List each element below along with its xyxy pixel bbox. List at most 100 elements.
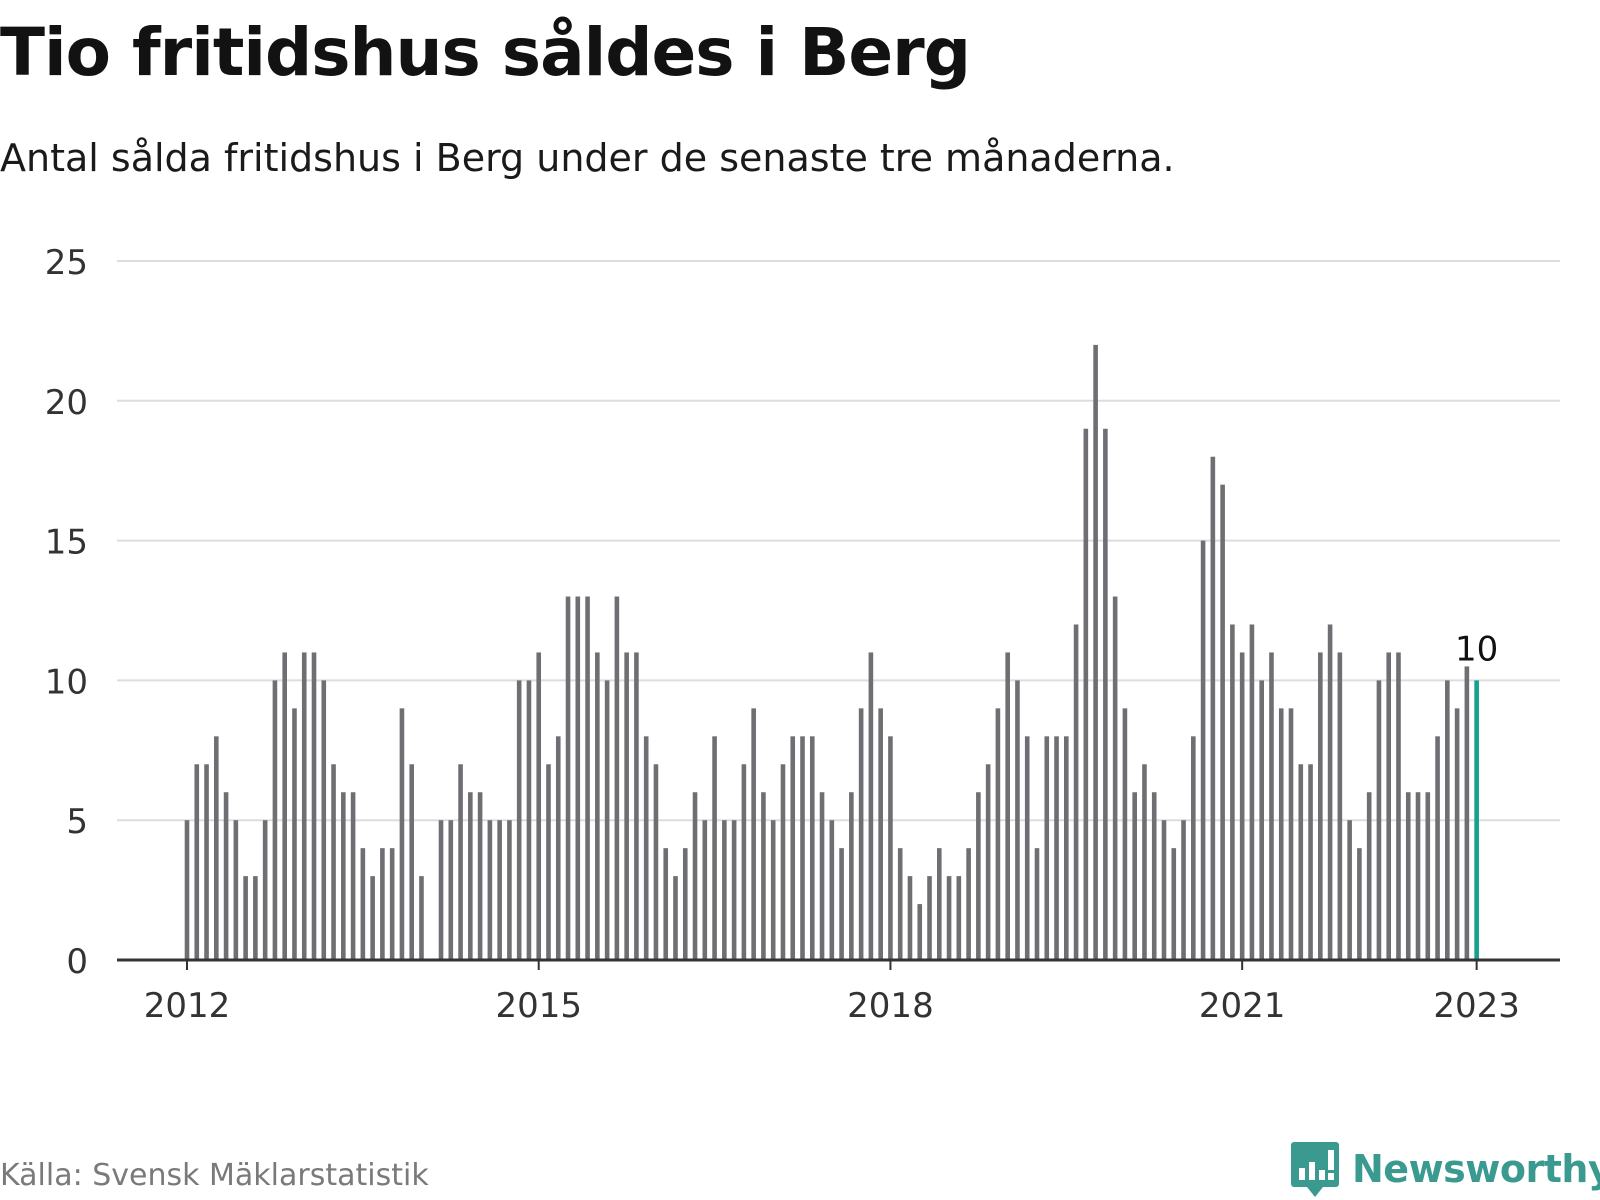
bar — [262, 820, 268, 960]
bar — [1064, 736, 1069, 960]
bar — [321, 680, 327, 960]
bar — [1239, 652, 1245, 960]
bar — [731, 820, 737, 960]
bar — [682, 848, 688, 960]
bar — [282, 652, 287, 960]
grid-lines — [117, 260, 1560, 822]
bar — [1405, 792, 1411, 960]
bar — [341, 792, 346, 960]
brand-name: Newsworthy — [1352, 1147, 1600, 1191]
bar — [1054, 736, 1059, 960]
bar — [585, 596, 590, 960]
bar — [1249, 624, 1255, 960]
bar — [526, 680, 532, 960]
bar — [272, 680, 278, 960]
bar — [624, 652, 629, 960]
bar — [1034, 848, 1040, 960]
bar — [800, 736, 805, 960]
bar — [1396, 652, 1401, 960]
bar — [829, 820, 835, 960]
bar — [575, 596, 581, 960]
bar — [555, 736, 561, 960]
bar — [1337, 652, 1343, 960]
bar — [1083, 428, 1089, 960]
y-tick-label: 20 — [45, 383, 88, 423]
chart-title: Tio fritidshus såldes i Berg — [0, 14, 971, 91]
x-tick-label: 2021 — [1199, 986, 1286, 1026]
x-axis: 2012 2015 2018 2021 2023 — [117, 958, 1560, 1026]
bar — [1044, 736, 1050, 960]
bar — [438, 820, 444, 960]
x-tick-label: 2023 — [1433, 986, 1520, 1026]
bar — [927, 876, 932, 960]
bar — [614, 596, 620, 960]
bar — [380, 848, 385, 960]
bar — [1073, 624, 1079, 960]
bar — [809, 736, 815, 960]
bar-chart: 0 5 10 15 20 25 2012 2015 2018 2021 2023 10 — [45, 243, 1560, 1026]
x-tick-label: 2018 — [847, 986, 934, 1026]
source-note: Källa: Svensk Mäklarstatistik — [0, 1158, 429, 1193]
bar — [516, 680, 522, 960]
bar — [907, 876, 913, 960]
y-tick-label: 5 — [66, 802, 88, 842]
bar — [673, 876, 678, 960]
bar — [233, 820, 239, 960]
bar — [1122, 708, 1128, 960]
bar — [917, 904, 923, 960]
chart-subtitle: Antal sålda fritidshus i Berg under de s… — [0, 136, 1175, 180]
bar — [995, 708, 1001, 960]
bar — [1357, 848, 1362, 960]
bar-latest — [1474, 680, 1479, 960]
bar — [888, 736, 893, 960]
bar — [243, 876, 248, 960]
bar — [761, 792, 766, 960]
bar — [1445, 680, 1450, 960]
bar — [487, 820, 493, 960]
bar — [702, 820, 708, 960]
bar — [253, 876, 258, 960]
bar — [497, 820, 502, 960]
bar — [741, 764, 747, 960]
bar — [223, 792, 229, 960]
bar — [1278, 708, 1284, 960]
bar — [1230, 624, 1235, 960]
bar — [712, 736, 717, 960]
bar — [868, 652, 874, 960]
bar — [292, 708, 297, 960]
bar — [634, 652, 639, 960]
bar — [946, 876, 952, 960]
bar — [1269, 652, 1274, 960]
brand-logo[interactable]: Newsworthy — [1290, 1140, 1600, 1198]
bar — [985, 764, 991, 960]
bar — [1327, 624, 1333, 960]
bar — [1435, 736, 1440, 960]
bar — [976, 792, 981, 960]
bar — [546, 764, 551, 960]
bar — [331, 764, 336, 960]
bar — [1151, 792, 1157, 960]
bar — [370, 876, 375, 960]
bar — [819, 792, 825, 960]
bar — [1318, 652, 1323, 960]
bar — [1288, 708, 1294, 960]
bar — [1210, 456, 1216, 960]
bar — [409, 764, 415, 960]
bar — [1015, 680, 1020, 960]
bar — [770, 820, 776, 960]
y-tick-label: 15 — [45, 523, 88, 563]
bar — [1161, 820, 1167, 960]
bar — [780, 764, 786, 960]
bar — [643, 736, 649, 960]
bar-chart-speech-bubble-icon — [1291, 1142, 1339, 1197]
bar — [653, 764, 659, 960]
bar — [184, 820, 190, 960]
bar — [956, 876, 962, 960]
bar — [1200, 540, 1206, 960]
bar — [966, 848, 971, 960]
bar — [507, 820, 512, 960]
bar — [214, 736, 219, 960]
bar — [1347, 820, 1352, 960]
bar — [936, 848, 942, 960]
bar — [1366, 792, 1372, 960]
